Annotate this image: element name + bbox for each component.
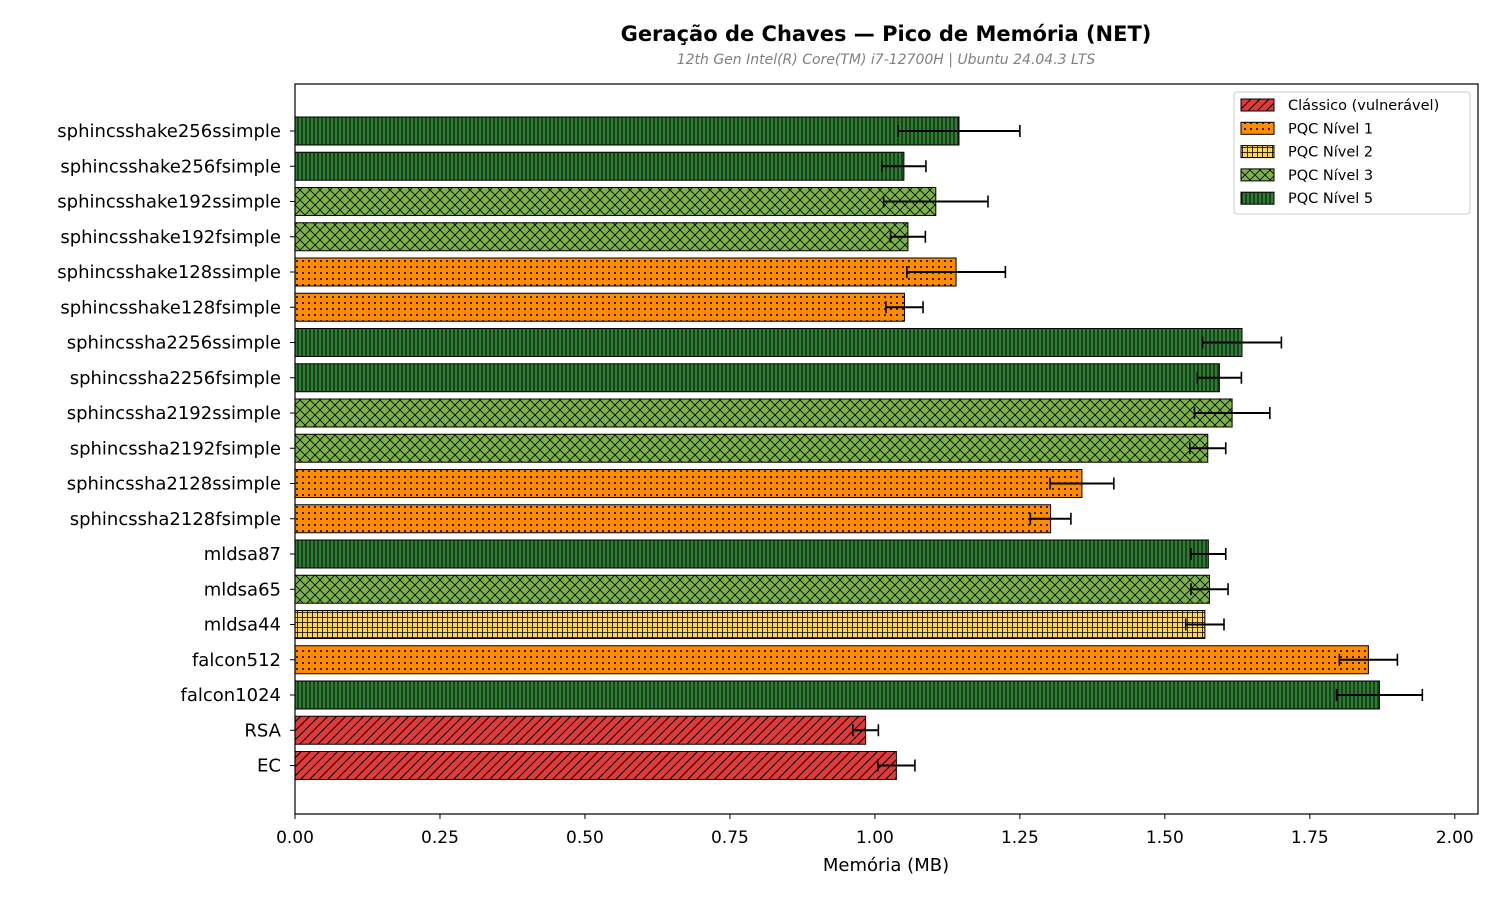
y-tick-label: sphincssha2256ssimple — [67, 333, 281, 354]
legend-box — [1233, 91, 1471, 215]
error-bar-sphincssha2192ssimple — [1193, 407, 1271, 419]
y-tick-label: sphincsshake256fsimple — [60, 156, 281, 177]
error-bar-sphincssha2128fsimple — [1029, 512, 1072, 525]
chart-title: Geração de Chaves — Pico de Memória (NET… — [621, 22, 1152, 46]
legend-label: PQC Nível 5 — [1288, 191, 1373, 207]
error-bar-sphincsshake256ssimple — [897, 125, 1021, 137]
error-bar-mldsa87 — [1190, 548, 1227, 560]
y-tick-label: sphincsshake256ssimple — [57, 121, 281, 142]
y-tick-label: EC — [257, 756, 281, 777]
bar-mldsa65 — [294, 574, 1211, 604]
y-tick-label: mldsa87 — [204, 544, 281, 565]
bar-sphincssha2128fsimple — [294, 504, 1052, 534]
legend-label: Clássico (vulnerável) — [1288, 98, 1439, 114]
legend-swatch — [1240, 121, 1275, 135]
error-bar-sphincssha2256fsimple — [1196, 371, 1243, 384]
y-tick-label: RSA — [244, 720, 281, 741]
y-tick-label: sphincssha2128fsimple — [70, 509, 281, 530]
y-tick-label: sphincsshake128ssimple — [57, 262, 281, 283]
error-bar-EC — [877, 759, 916, 772]
x-tick-label: 1.75 — [1291, 828, 1329, 848]
legend-swatch — [1240, 98, 1275, 112]
error-bar-sphincsshake256fsimple — [881, 160, 927, 173]
y-tick-label: sphincssha2192fsimple — [70, 438, 281, 459]
bar-mldsa87 — [294, 539, 1209, 569]
y-tick-label: sphincsshake192fsimple — [60, 227, 281, 248]
legend-label: PQC Nível 2 — [1288, 145, 1373, 161]
bar-sphincsshake256ssimple — [294, 116, 960, 146]
y-tick-label: mldsa44 — [204, 615, 281, 636]
legend-swatch — [1240, 145, 1275, 159]
x-tick-label: 0.00 — [276, 828, 314, 848]
bar-falcon512 — [294, 645, 1369, 675]
error-bar-sphincsshake192ssimple — [882, 195, 989, 208]
x-tick-label: 1.50 — [1146, 828, 1184, 848]
error-bar-sphincsshake128ssimple — [905, 266, 1007, 278]
bar-sphincssha2128ssimple — [294, 469, 1083, 498]
y-tick-label: falcon512 — [192, 650, 281, 671]
x-tick-label: 2.00 — [1436, 828, 1474, 848]
bar-sphincssha2192fsimple — [294, 433, 1209, 463]
plot-frame — [294, 83, 1479, 815]
bar-mldsa44 — [294, 610, 1206, 639]
bar-EC — [294, 751, 897, 780]
x-tick-label: 0.50 — [566, 828, 604, 848]
error-bar-falcon512 — [1338, 653, 1399, 666]
bar-sphincssha2256fsimple — [294, 363, 1220, 393]
bar-sphincsshake128fsimple — [294, 292, 905, 322]
bar-sphincssha2256ssimple — [294, 328, 1243, 357]
x-tick-label: 1.25 — [1001, 828, 1039, 848]
bar-sphincsshake256fsimple — [294, 151, 905, 181]
x-tick-label: 0.25 — [421, 828, 459, 848]
error-bar-RSA — [852, 724, 880, 737]
error-bar-mldsa65 — [1190, 583, 1229, 596]
x-tick-label: 1.00 — [856, 828, 894, 848]
bar-falcon1024 — [294, 680, 1380, 710]
error-bar-falcon1024 — [1335, 689, 1424, 701]
bar-sphincssha2192ssimple — [294, 398, 1233, 428]
legend-swatch — [1240, 168, 1275, 182]
chart-subtitle: 12th Gen Intel(R) Core(TM) i7-12700H | U… — [677, 52, 1096, 68]
legend: Clássico (vulnerável) PQC Nível 1 PQC Níve… — [1233, 91, 1471, 215]
y-tick-label: falcon1024 — [181, 685, 282, 706]
y-tick-label: mldsa65 — [204, 579, 281, 600]
legend-label: PQC Nível 3 — [1288, 168, 1373, 184]
error-bar-sphincsshake128fsimple — [885, 301, 924, 314]
error-bar-sphincssha2256ssimple — [1201, 336, 1283, 349]
y-tick-label: sphincssha2192ssimple — [67, 403, 281, 424]
legend-label: PQC Nível 1 — [1288, 121, 1373, 137]
y-tick-label: sphincsshake192ssimple — [57, 192, 281, 213]
bar-sphincsshake128ssimple — [294, 257, 957, 287]
bar-sphincsshake192ssimple — [294, 187, 937, 216]
x-axis-label: Memória (MB) — [823, 855, 949, 876]
x-tick-label: 0.75 — [711, 828, 749, 848]
error-bar-sphincsshake192fsimple — [889, 230, 927, 243]
error-bar-mldsa44 — [1184, 618, 1225, 631]
y-tick-label: sphincsshake128fsimple — [60, 297, 281, 318]
error-bar-sphincssha2128ssimple — [1049, 477, 1115, 490]
bar-sphincsshake192fsimple — [294, 222, 909, 252]
bar-RSA — [294, 715, 867, 745]
error-bar-sphincssha2192fsimple — [1188, 442, 1227, 455]
y-tick-label: sphincssha2256fsimple — [70, 368, 281, 389]
y-tick-label: sphincssha2128ssimple — [67, 474, 281, 495]
legend-swatch — [1240, 191, 1275, 205]
